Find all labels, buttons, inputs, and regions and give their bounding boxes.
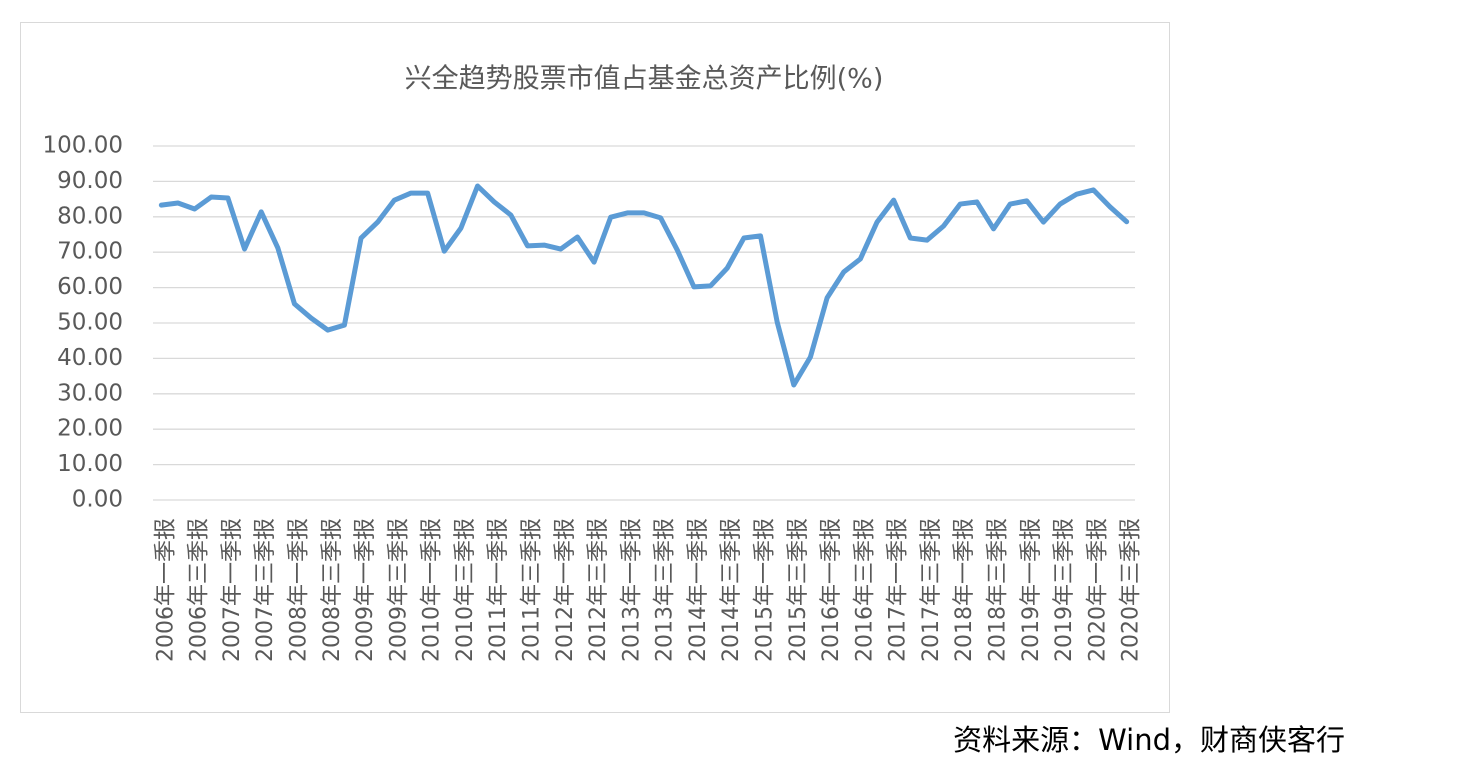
chart-title: 兴全趋势股票市值占基金总资产比例(%): [405, 64, 884, 95]
source-note: 资料来源：Wind，财商侠客行: [953, 723, 1345, 757]
x-tick-label: 2020年一季报: [1085, 518, 1110, 662]
x-tick-label: 2006年一季报: [153, 518, 178, 662]
x-tick-label: 2006年三季报: [187, 518, 212, 662]
x-tick-label: 2017年三季报: [919, 518, 944, 662]
y-tick-label: 70.00: [57, 239, 123, 265]
x-tick-label: 2008年一季报: [286, 518, 311, 662]
x-tick-label: 2018年三季报: [986, 518, 1011, 662]
x-tick-label: 2010年一季报: [420, 518, 445, 662]
x-tick-label: 2015年一季报: [753, 518, 778, 662]
y-tick-label: 60.00: [57, 274, 123, 300]
x-tick-label: 2020年三季报: [1119, 518, 1144, 662]
y-tick-label: 50.00: [57, 310, 123, 336]
y-tick-label: 90.00: [57, 168, 123, 194]
y-tick-label: 100.00: [43, 133, 123, 159]
x-tick-label: 2012年三季报: [586, 518, 611, 662]
x-tick-label: 2009年一季报: [353, 518, 378, 662]
chart-frame: [20, 22, 1170, 713]
x-tick-label: 2007年三季报: [253, 518, 278, 662]
x-tick-label: 2017年一季报: [886, 518, 911, 662]
x-tick-label: 2008年三季报: [320, 518, 345, 662]
x-tick-label: 2011年一季报: [486, 518, 511, 662]
x-tick-label: 2015年三季报: [786, 518, 811, 662]
y-tick-label: 0.00: [72, 487, 123, 513]
y-tick-label: 80.00: [57, 203, 123, 229]
x-tick-label: 2018年一季报: [952, 518, 977, 662]
x-tick-label: 2019年一季报: [1019, 518, 1044, 662]
x-tick-label: 2014年三季报: [719, 518, 744, 662]
x-tick-label: 2019年三季报: [1052, 518, 1077, 662]
x-tick-label: 2010年三季报: [453, 518, 478, 662]
x-tick-label: 2012年一季报: [553, 518, 578, 662]
y-tick-label: 30.00: [57, 380, 123, 406]
x-tick-label: 2013年三季报: [653, 518, 678, 662]
x-tick-label: 2016年一季报: [819, 518, 844, 662]
y-tick-label: 40.00: [57, 345, 123, 371]
x-tick-label: 2011年三季报: [519, 518, 544, 662]
x-tick-label: 2013年一季报: [619, 518, 644, 662]
y-tick-label: 10.00: [57, 451, 123, 477]
x-tick-label: 2007年一季报: [220, 518, 245, 662]
x-tick-label: 2016年三季报: [852, 518, 877, 662]
x-tick-label: 2014年一季报: [686, 518, 711, 662]
x-tick-label: 2009年三季报: [386, 518, 411, 662]
series-line: [158, 183, 1130, 388]
y-tick-label: 20.00: [57, 416, 123, 442]
